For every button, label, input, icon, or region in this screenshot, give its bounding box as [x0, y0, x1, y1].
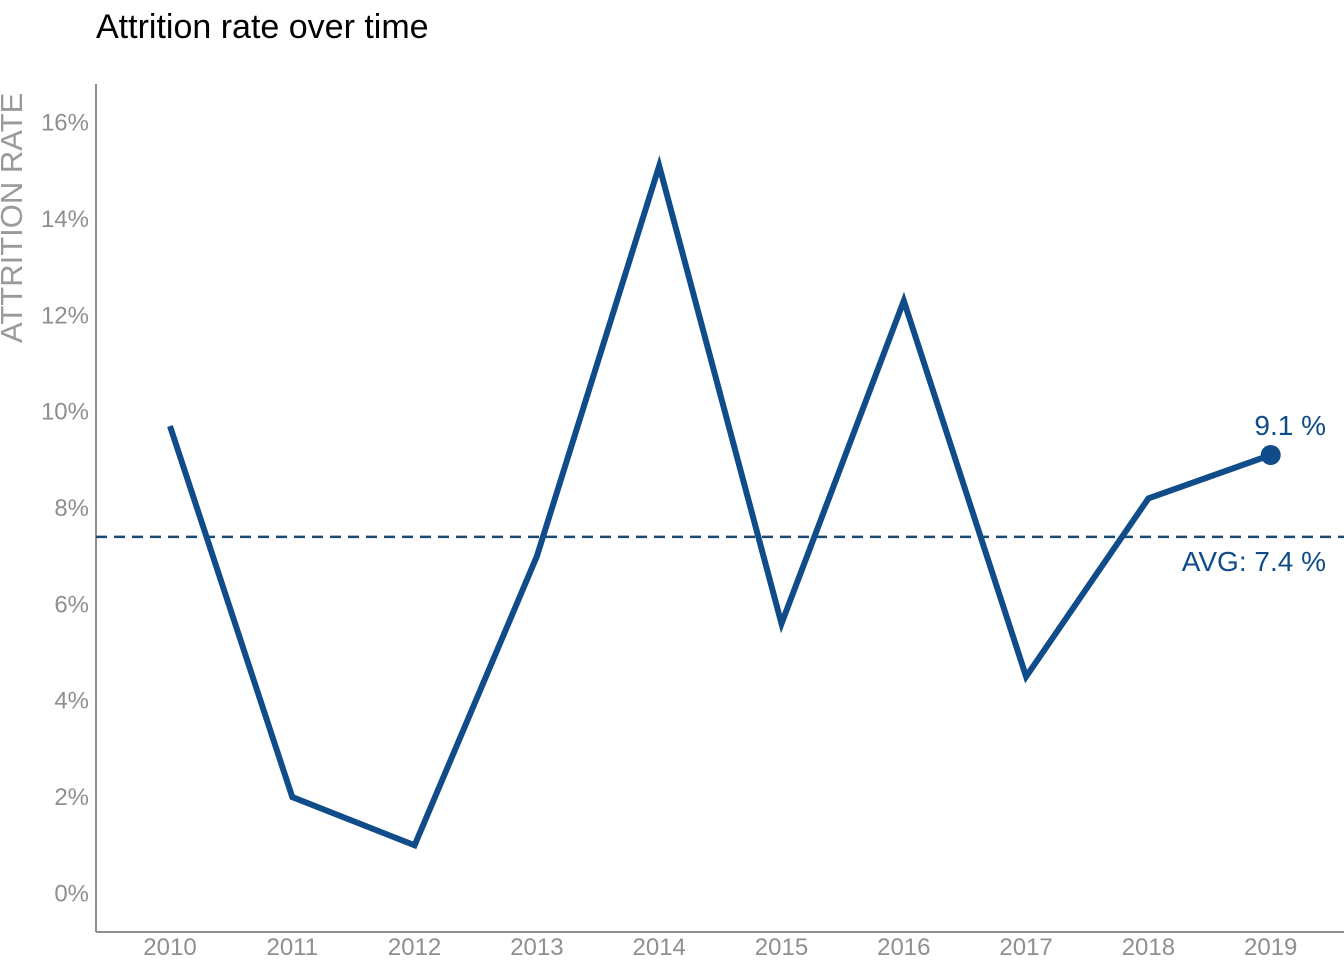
chart-title: Attrition rate over time [96, 8, 429, 46]
y-tick-label: 12% [41, 302, 89, 329]
y-tick-labels: 0% 2% 4% 6% 8% 10% 12% 14% 16% [41, 110, 89, 908]
series-line [167, 155, 1272, 850]
y-tick-label: 2% [54, 784, 89, 811]
x-tick-labels: 2010 2011 2012 2013 2014 2015 2016 2017 2018 2019 [143, 934, 1297, 960]
x-tick-label: 2016 [877, 934, 930, 960]
x-tick-label: 2010 [143, 934, 196, 960]
y-tick-label: 10% [41, 399, 89, 426]
average-label: AVG: 7.4 % [1182, 546, 1326, 577]
end-value-label: 9.1 % [1254, 410, 1326, 441]
y-tick-label: 16% [41, 110, 89, 137]
y-tick-label: 6% [54, 591, 89, 618]
end-point-marker [1260, 445, 1281, 465]
series [167, 155, 1281, 850]
axes [95, 84, 1344, 933]
x-tick-label: 2019 [1244, 934, 1297, 960]
y-tick-label: 14% [41, 206, 89, 233]
x-tick-label: 2013 [510, 934, 563, 960]
x-tick-label: 2017 [999, 934, 1052, 960]
x-tick-label: 2018 [1122, 934, 1175, 960]
x-tick-label: 2014 [633, 934, 686, 960]
x-tick-label: 2015 [755, 934, 808, 960]
x-tick-label: 2011 [266, 934, 318, 960]
y-tick-label: 0% [54, 880, 89, 907]
y-tick-label: 4% [54, 688, 89, 715]
y-tick-label: 8% [54, 495, 89, 522]
x-tick-label: 2012 [388, 934, 441, 960]
y-axis-title: ATTRITION RATE [0, 93, 29, 343]
